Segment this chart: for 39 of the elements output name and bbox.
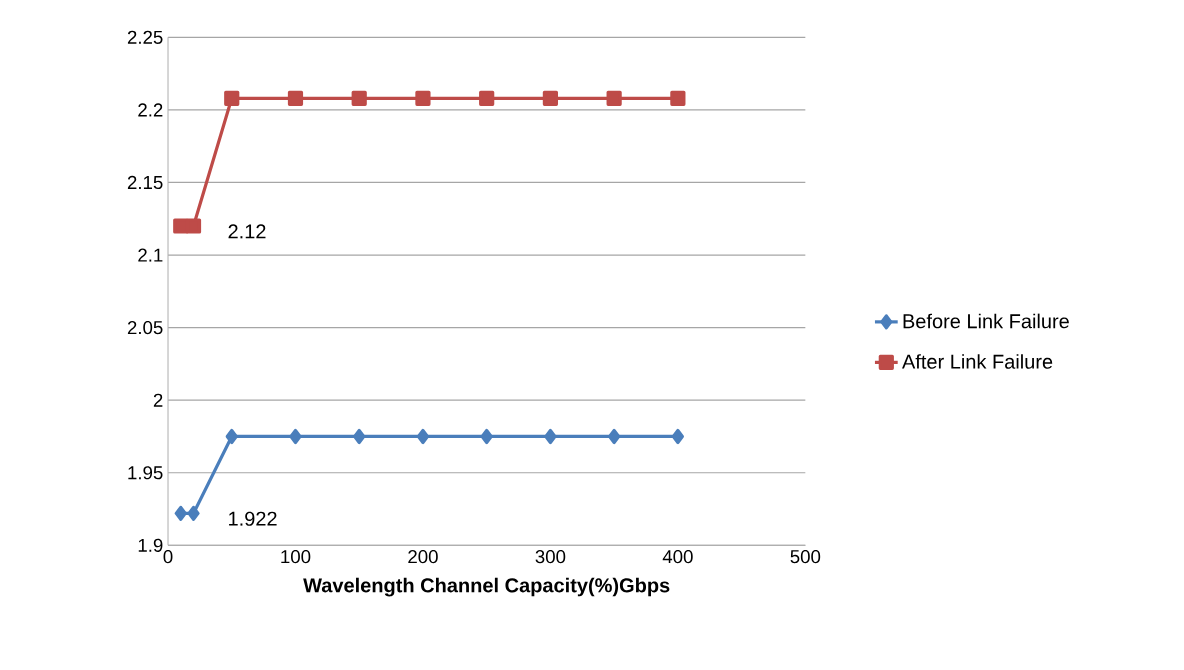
- point: [351, 90, 367, 106]
- y-tick-label: 2.25: [127, 30, 163, 44]
- point: [187, 505, 200, 521]
- x-tick-label: 0: [163, 550, 173, 564]
- point: [289, 428, 302, 445]
- y-tick-label: 1.95: [128, 466, 163, 480]
- point: [544, 428, 557, 445]
- point: [670, 90, 686, 106]
- x-tick-label: 200: [408, 550, 438, 564]
- x-tick-label: 100: [281, 550, 311, 564]
- annotation: 2.12: [228, 224, 266, 239]
- point: [479, 90, 495, 106]
- point: [173, 218, 189, 234]
- y-tick-label: 2.2: [138, 103, 163, 117]
- point: [174, 505, 187, 521]
- point: [224, 90, 240, 106]
- x-axis-title: Wavelength Channel Capacity(%)Gbps: [303, 577, 670, 597]
- point: [480, 428, 493, 445]
- y-tick-label: 1.9: [138, 538, 163, 552]
- point: [287, 90, 304, 106]
- y-tick-label: 2.15: [127, 175, 163, 190]
- y-tick-label: 2.1: [138, 248, 163, 262]
- point: [225, 428, 238, 445]
- y-tick-label: 2.05: [127, 320, 163, 335]
- x-tick-label: 400: [662, 550, 693, 564]
- point: [606, 90, 622, 106]
- point: [542, 90, 559, 106]
- point: [185, 218, 202, 234]
- y-tick-label: 2: [153, 393, 163, 407]
- point: [608, 428, 621, 445]
- point: [671, 428, 684, 445]
- legend-label: Before Link Failure: [903, 313, 1069, 329]
- legend-label: After Link Failure: [902, 354, 1053, 369]
- x-tick-label: 500: [790, 550, 821, 564]
- point: [416, 428, 430, 445]
- point: [353, 428, 366, 445]
- x-tick-label: 300: [535, 550, 566, 564]
- annotation: 1.922: [229, 511, 277, 526]
- point: [415, 90, 431, 106]
